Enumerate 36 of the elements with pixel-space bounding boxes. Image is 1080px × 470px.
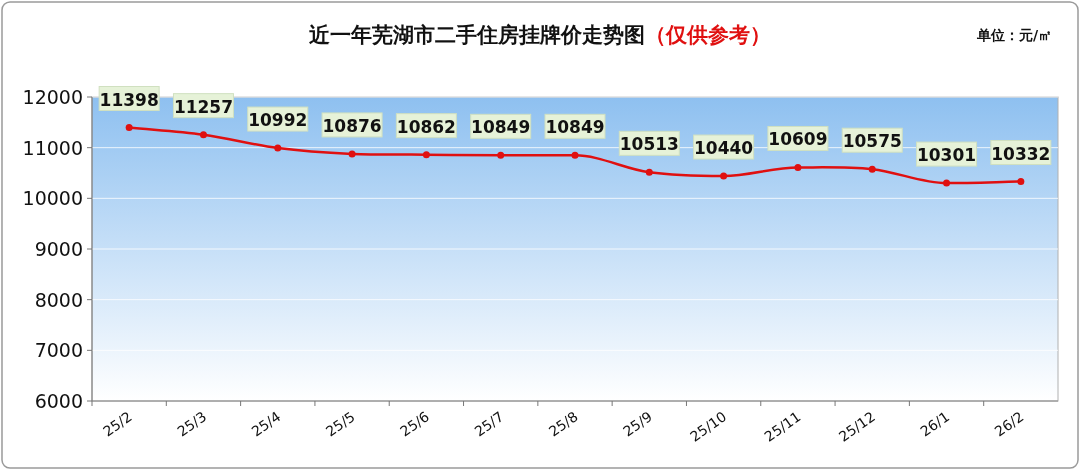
point bbox=[199, 131, 207, 139]
data-label: 10609 bbox=[768, 129, 828, 150]
y-tick-label: 9000 bbox=[34, 238, 83, 260]
point bbox=[794, 163, 802, 171]
data-label: 10876 bbox=[322, 115, 382, 136]
point bbox=[1017, 178, 1025, 186]
y-tick-label: 6000 bbox=[34, 390, 83, 412]
data-label: 10513 bbox=[619, 134, 679, 155]
data-label: 10440 bbox=[694, 138, 754, 159]
point bbox=[943, 179, 951, 187]
data-label: 10301 bbox=[916, 145, 977, 166]
chart-subtitle: （仅供参考） bbox=[645, 23, 771, 47]
data-label: 11257 bbox=[173, 96, 234, 117]
data-label: 10862 bbox=[396, 116, 456, 137]
data-label: 10332 bbox=[991, 143, 1051, 164]
point bbox=[422, 151, 430, 159]
point bbox=[720, 172, 728, 180]
point bbox=[274, 144, 282, 152]
y-tick-label: 10000 bbox=[22, 187, 83, 210]
point bbox=[868, 165, 876, 173]
point bbox=[125, 124, 133, 131]
data-label: 11398 bbox=[99, 89, 159, 110]
y-tick-label: 7000 bbox=[34, 339, 83, 362]
data-label: 10849 bbox=[545, 117, 605, 138]
point bbox=[645, 168, 653, 176]
y-tick-label: 12000 bbox=[22, 86, 83, 108]
chart-title: 近一年芜湖市二手住房挂牌价走势图 bbox=[308, 23, 645, 47]
data-label: 10849 bbox=[471, 117, 531, 138]
text: 单位：元/㎡ bbox=[975, 27, 1052, 43]
point bbox=[348, 150, 356, 158]
point bbox=[497, 151, 505, 159]
y-tick-label: 8000 bbox=[34, 288, 83, 311]
data-label: 10992 bbox=[248, 110, 308, 131]
y-tick-label: 11000 bbox=[22, 136, 83, 159]
point bbox=[571, 151, 579, 159]
data-label: 10575 bbox=[842, 131, 902, 152]
